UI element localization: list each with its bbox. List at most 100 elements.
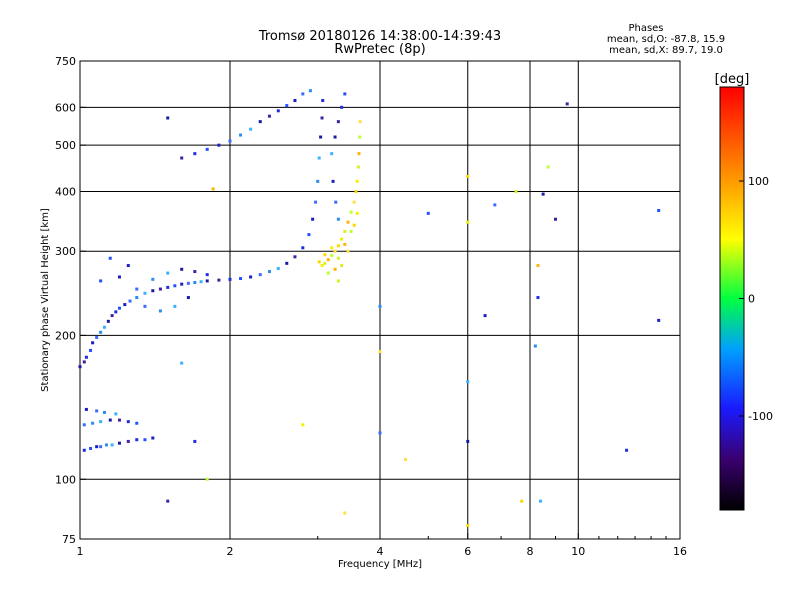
x-tick-label: 6 <box>464 545 471 558</box>
o-mode-point <box>301 92 305 96</box>
x-mode-point <box>333 267 337 271</box>
x-mode-point <box>326 271 330 275</box>
o-mode-point <box>89 446 93 450</box>
o-mode-point <box>106 319 110 323</box>
o-mode-point <box>114 310 118 314</box>
o-mode-point <box>95 335 99 339</box>
x-mode-point <box>211 187 215 191</box>
o-mode-point <box>84 355 88 359</box>
o-mode-point <box>103 410 107 414</box>
x-mode-point <box>343 242 347 246</box>
chart-subtitle: RwPretec (8p) <box>334 42 425 57</box>
o-mode-point <box>320 116 324 120</box>
x-tick-label: 4 <box>377 545 384 558</box>
o-mode-point <box>205 147 209 151</box>
x-mode-point <box>355 179 359 183</box>
o-mode-point <box>493 203 497 207</box>
o-mode-point <box>466 380 470 384</box>
x-mode-point <box>340 237 344 241</box>
x-mode-point <box>336 244 340 248</box>
x-mode-point <box>546 165 550 169</box>
x-mode-point <box>520 499 524 503</box>
o-mode-point <box>285 104 289 108</box>
o-mode-point <box>104 443 108 447</box>
y-tick-label: 400 <box>55 185 76 198</box>
x-mode-point <box>320 264 324 268</box>
x-mode-point <box>466 174 470 178</box>
y-tick-label: 600 <box>55 101 76 114</box>
o-mode-point <box>151 436 155 440</box>
x-mode-point <box>403 457 407 461</box>
o-mode-point <box>193 152 197 156</box>
colorbar-tick-label: -100 <box>748 410 773 423</box>
o-mode-point <box>143 438 147 442</box>
o-mode-point <box>336 217 340 221</box>
o-mode-point <box>228 139 232 143</box>
o-mode-point <box>340 105 344 109</box>
x-mode-point <box>205 477 209 481</box>
o-mode-point <box>78 365 82 369</box>
o-mode-point <box>158 287 162 291</box>
x-tick-label: 1 <box>77 545 84 558</box>
o-mode-point <box>110 443 114 447</box>
o-mode-point <box>82 448 86 452</box>
o-mode-point <box>114 412 118 416</box>
o-mode-point <box>625 448 629 452</box>
phase-stats-o: mean, sd,O: -87.8, 15.9 <box>607 34 725 45</box>
o-mode-point <box>89 348 93 352</box>
x-mode-point <box>330 253 334 257</box>
x-mode-point <box>343 511 347 515</box>
o-mode-point <box>249 275 253 279</box>
o-mode-point <box>536 296 540 300</box>
o-mode-point <box>126 264 130 268</box>
x-mode-point <box>336 256 340 260</box>
o-mode-point <box>99 330 103 334</box>
o-mode-point <box>426 211 430 215</box>
o-mode-point <box>95 445 99 449</box>
o-mode-point <box>166 116 170 120</box>
o-mode-point <box>158 309 162 313</box>
x-tick-label: 8 <box>527 545 534 558</box>
o-mode-point <box>217 278 221 282</box>
x-tick-label: 16 <box>673 545 687 558</box>
o-mode-point <box>108 256 112 260</box>
plot-area: 1 2 4 6 8 10 16 75 100 200 300 400 500 600 750 Frequenc… <box>40 55 687 570</box>
o-mode-point <box>82 423 86 427</box>
o-mode-point <box>331 179 335 183</box>
x-mode-point <box>349 229 353 233</box>
o-mode-point <box>186 281 190 285</box>
o-mode-point <box>91 341 95 345</box>
o-mode-point <box>205 273 209 277</box>
o-mode-point <box>180 267 184 271</box>
o-mode-point <box>117 306 121 310</box>
o-mode-point <box>239 133 243 137</box>
o-mode-point <box>193 281 197 285</box>
o-mode-point <box>333 135 337 139</box>
o-mode-point <box>117 275 121 279</box>
x-mode-point <box>357 152 361 156</box>
x-mode-point <box>330 246 334 250</box>
o-mode-point <box>84 407 88 411</box>
o-mode-point <box>217 143 221 147</box>
x-mode-point <box>343 229 347 233</box>
colorbar-label: [deg] <box>715 72 750 87</box>
o-mode-point <box>166 271 170 275</box>
x-mode-point <box>356 165 360 169</box>
o-mode-point <box>205 279 209 283</box>
colorbar-tick-label: 0 <box>748 293 755 306</box>
o-mode-point <box>117 441 121 445</box>
o-mode-point <box>103 325 107 329</box>
phase-stats-heading: Phases <box>628 23 663 34</box>
x-mode-point <box>352 200 356 204</box>
x-mode-point <box>358 135 362 139</box>
o-mode-point <box>249 127 253 131</box>
x-mode-point <box>466 524 470 528</box>
o-mode-point <box>293 255 297 259</box>
x-mode-point <box>349 210 353 214</box>
phase-stats: Phases mean, sd,O: -87.8, 15.9 mean, sd,… <box>607 23 725 56</box>
o-mode-point <box>151 277 155 281</box>
o-mode-point <box>565 102 569 106</box>
y-tick-label: 75 <box>62 533 76 546</box>
o-mode-point <box>126 439 130 443</box>
o-mode-point <box>276 267 280 271</box>
